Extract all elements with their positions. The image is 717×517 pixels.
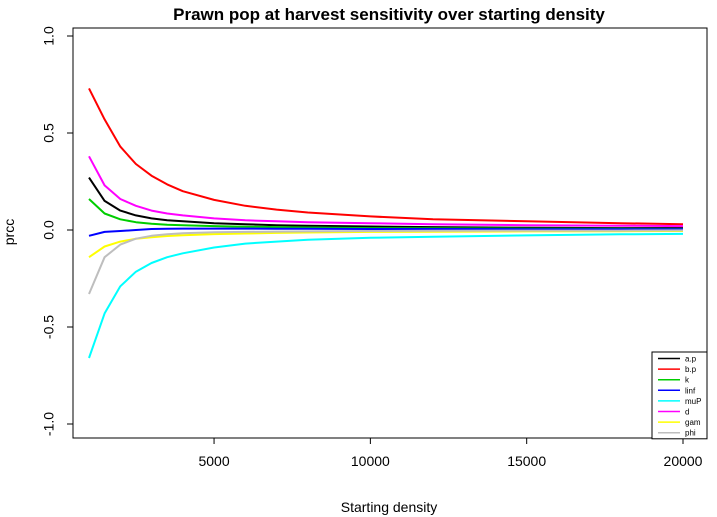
x-tick-label: 5000: [198, 453, 229, 469]
y-tick-label: 0.5: [41, 123, 57, 143]
series-line-d: [88, 155, 684, 228]
chart-title: Prawn pop at harvest sensitivity over st…: [173, 5, 605, 24]
legend-label: linf: [685, 386, 696, 395]
x-axis: 5000 10000 15000 20000: [198, 437, 703, 469]
legend-label: gam: [685, 418, 701, 427]
legend-box: [651, 351, 708, 440]
legend-label: b.p: [685, 365, 697, 374]
legend-label: a.p: [685, 355, 697, 364]
y-tick-label: -0.5: [41, 315, 57, 339]
x-tick-label: 15000: [507, 453, 546, 469]
x-tick-label: 20000: [664, 453, 703, 469]
legend-label: muP: [685, 397, 701, 406]
plot-area-frame: [72, 27, 708, 439]
x-tick-label: 10000: [351, 453, 390, 469]
y-axis: -1.0 -0.5 0.0 0.5 1.0: [41, 26, 74, 436]
y-tick-label: 0.0: [41, 220, 57, 240]
legend-label: k: [685, 376, 690, 385]
series-line-b-p: [88, 87, 684, 226]
series-line-phi: [88, 229, 684, 295]
x-axis-label: Starting density: [341, 499, 438, 515]
series-layer: [88, 87, 684, 359]
y-tick-label: -1.0: [41, 412, 57, 436]
series-line-muP: [88, 232, 684, 359]
y-tick-label: 1.0: [41, 26, 57, 46]
series-line-linf: [88, 227, 683, 237]
legend-label: d: [685, 408, 689, 417]
legend-label: phi: [685, 429, 696, 438]
series-line-a-p: [88, 177, 683, 230]
y-axis-label: prcc: [1, 219, 17, 245]
